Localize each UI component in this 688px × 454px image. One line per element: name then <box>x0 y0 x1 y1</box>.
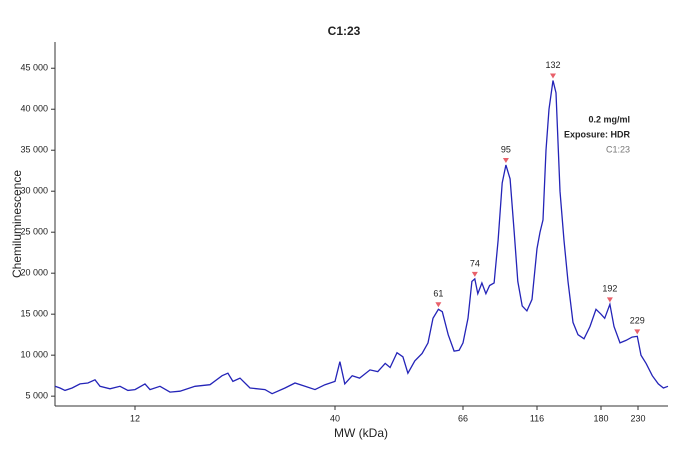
x-tick-label: 116 <box>530 413 544 423</box>
peak-label: 132 <box>545 60 560 70</box>
y-tick-label: 35 000 <box>20 145 48 155</box>
x-tick-label: 230 <box>630 413 645 423</box>
y-tick-label: 30 000 <box>20 186 48 196</box>
y-tick-label: 10 000 <box>20 350 48 360</box>
peak-marker <box>606 297 613 303</box>
peak-label: 61 <box>433 289 443 299</box>
peak-marker <box>634 329 641 335</box>
y-tick-label: 25 000 <box>20 227 48 237</box>
y-tick-label: 20 000 <box>20 268 48 278</box>
x-tick-label: 180 <box>593 413 608 423</box>
peak-marker <box>550 73 556 79</box>
peak-marker <box>502 157 509 163</box>
x-tick-label: 40 <box>330 413 340 423</box>
annotation: C1:23 <box>606 144 630 154</box>
y-axis-label: Chemiluminescence <box>10 170 24 278</box>
peak-label: 229 <box>630 316 645 326</box>
peak-label: 95 <box>501 144 511 154</box>
y-tick-label: 40 000 <box>20 104 48 114</box>
peak-marker <box>435 302 442 308</box>
y-tick-label: 15 000 <box>20 309 48 319</box>
chart-title: C1:23 <box>328 24 361 38</box>
x-tick-label: 66 <box>458 413 468 423</box>
x-axis-label: MW (kDa) <box>334 426 388 440</box>
peak-label: 74 <box>470 258 480 268</box>
y-tick-label: 45 000 <box>20 63 48 73</box>
data-line <box>54 80 669 395</box>
annotation: Exposure: HDR <box>564 129 631 139</box>
x-tick-label: 12 <box>130 413 140 423</box>
y-tick-label: 5 000 <box>25 391 48 401</box>
peak-marker <box>471 271 478 277</box>
peak-label: 192 <box>602 284 617 294</box>
annotation: 0.2 mg/ml <box>588 114 630 124</box>
